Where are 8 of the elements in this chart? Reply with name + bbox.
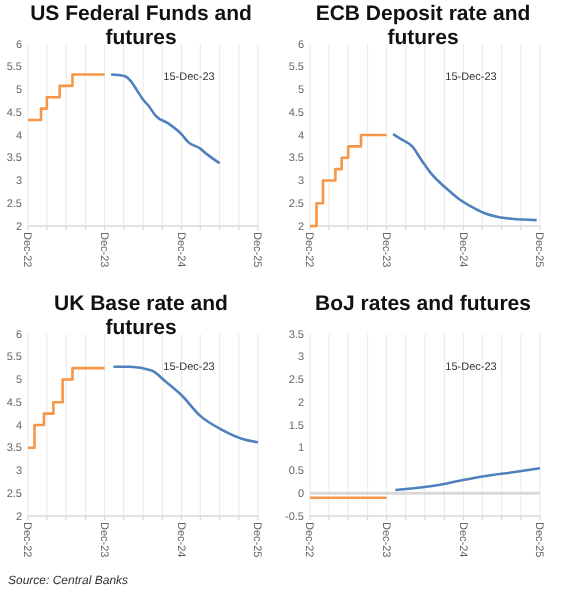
- line-series: [391, 132, 538, 222]
- line-series: [109, 73, 221, 165]
- chart-title: US Federal Funds and futures: [30, 2, 252, 50]
- chart-title: BoJ rates and futures: [315, 292, 532, 316]
- line-series: [394, 466, 542, 492]
- chart-title: ECB Deposit rate and futures: [315, 2, 531, 50]
- chart-title: UK Base rate and futures: [54, 292, 228, 340]
- line-series: [112, 365, 260, 444]
